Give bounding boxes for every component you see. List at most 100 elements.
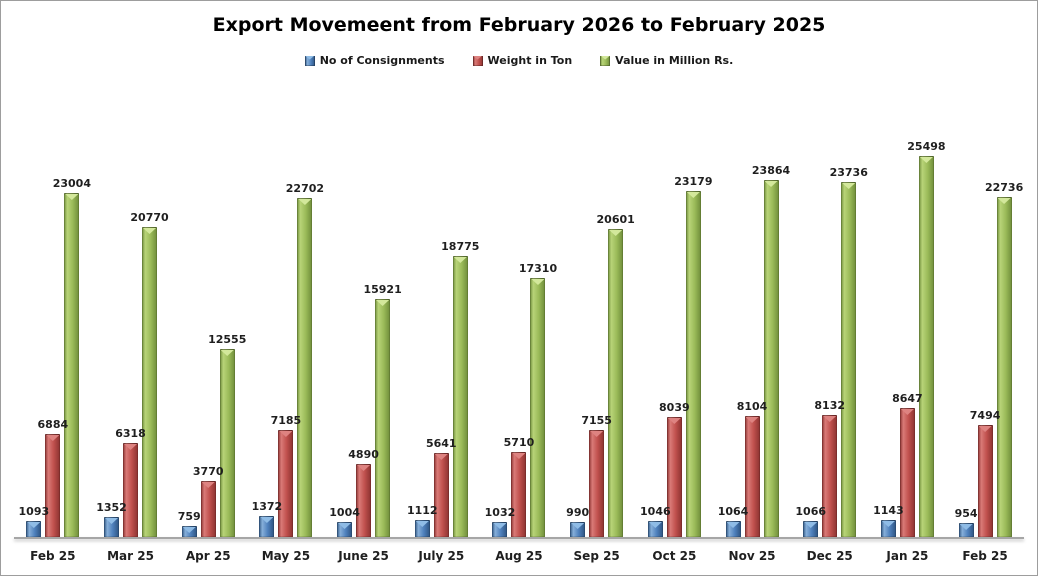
- bar: [685, 191, 701, 537]
- legend-item: No of Consignments: [304, 54, 445, 67]
- bar: [977, 425, 993, 537]
- bar-value-label: 23004: [52, 177, 91, 191]
- bar-wrap: 1352: [96, 501, 127, 537]
- bar: [259, 516, 275, 537]
- bar-wrap: 22702: [286, 182, 324, 537]
- bar-value-label: 1143: [873, 504, 904, 518]
- bar-group: 1004 4890 15921: [325, 154, 403, 537]
- x-axis-label: Jan 25: [886, 549, 929, 563]
- bar-value-label: 23864: [751, 164, 791, 178]
- bar-group: 759 3770 12555: [169, 154, 247, 537]
- legend-item: Value in Million Rs.: [600, 54, 733, 67]
- bar-value-label: 1066: [795, 505, 827, 519]
- x-axis-label: Dec 25: [806, 549, 853, 563]
- bar: [45, 434, 61, 537]
- bar-wrap: 23736: [830, 166, 868, 537]
- bar-value-label: 17310: [518, 262, 558, 276]
- bar-value-label: 6884: [37, 418, 69, 432]
- legend-label: Weight in Ton: [487, 54, 573, 67]
- bar-group: 1143 8647 25498: [869, 140, 947, 537]
- x-axis-label: July 25: [418, 549, 465, 563]
- x-axis-label: Sep 25: [573, 549, 620, 563]
- bar-wrap: 20601: [597, 213, 635, 537]
- bar-value-label: 954: [954, 507, 978, 521]
- bar: [356, 464, 372, 537]
- bar-value-label: 1372: [251, 500, 283, 514]
- bar-group: 1372 7185 22702: [247, 154, 325, 537]
- bar-value-label: 1112: [406, 504, 438, 518]
- bar: [530, 278, 546, 537]
- bar-wrap: 954: [955, 507, 978, 537]
- bar-wrap: 18775: [441, 240, 479, 537]
- bar-group: 1046 8039 23179: [636, 154, 714, 537]
- x-axis-label: June 25: [338, 549, 389, 563]
- bar-wrap: 759: [178, 510, 201, 537]
- bar-wrap: 1143: [873, 504, 904, 537]
- bar-value-label: 23736: [829, 166, 868, 180]
- bar: [297, 198, 313, 537]
- bar-group: 1032 5710 17310: [480, 154, 558, 537]
- bar: [996, 197, 1012, 537]
- bar: [511, 452, 527, 537]
- chart-legend: No of Consignments Weight in Ton Value in …: [1, 54, 1037, 67]
- x-axis-label: Apr 25: [185, 549, 231, 563]
- bar-value-label: 7155: [581, 414, 612, 428]
- bar: [725, 521, 741, 537]
- bar-wrap: 20770: [130, 211, 169, 537]
- bar-value-label: 1064: [717, 505, 749, 519]
- bar-value-label: 1004: [329, 506, 360, 520]
- bar: [918, 156, 934, 537]
- bar-value-label: 23179: [674, 175, 713, 189]
- bar: [647, 521, 663, 537]
- bar-value-label: 25498: [907, 140, 946, 154]
- bar-group: 1112 5641 18775: [402, 154, 480, 537]
- bar-wrap: 8132: [814, 399, 845, 537]
- bar-value-label: 4890: [348, 448, 379, 462]
- bar-value-label: 22736: [984, 181, 1024, 195]
- bar: [492, 522, 508, 537]
- chart-title: Export Movemeent from February 2026 to F…: [212, 14, 826, 36]
- bar: [822, 415, 838, 537]
- bar-value-label: 759: [177, 510, 201, 524]
- bar-wrap: 5710: [504, 436, 534, 537]
- x-axis-label: Oct 25: [652, 549, 697, 563]
- bar-wrap: 1112: [407, 504, 438, 537]
- bar: [64, 193, 80, 537]
- legend-swatch-icon: [600, 55, 611, 66]
- x-axis-label: Feb 25: [962, 549, 1008, 563]
- bar-group: 1066 8132 23736: [791, 154, 869, 537]
- bar-wrap: 8647: [892, 392, 923, 537]
- bar-wrap: 7494: [970, 409, 1000, 537]
- plot-area: 1093 6884 23004 1352 6318 20770 759 3770 12555 13…: [14, 140, 1024, 537]
- bar-value-label: 12555: [208, 333, 247, 347]
- bar-value-label: 8132: [814, 399, 846, 413]
- bar-group: 1093 6884 23004: [14, 154, 92, 537]
- bar-value-label: 6318: [115, 427, 146, 441]
- bar-value-label: 5641: [425, 437, 457, 451]
- bar-wrap: 4890: [348, 448, 379, 537]
- x-axis-label: Mar 25: [107, 549, 154, 563]
- bar-value-label: 990: [566, 506, 590, 520]
- bar-wrap: 8104: [737, 400, 767, 537]
- bar-group: 1064 8104 23864: [713, 154, 791, 537]
- bar-value-label: 22702: [285, 182, 325, 196]
- bar-wrap: 25498: [907, 140, 946, 537]
- bar: [278, 430, 294, 537]
- bar-wrap: 8039: [659, 401, 690, 537]
- bar-wrap: 15921: [363, 283, 402, 537]
- bar-wrap: 17310: [519, 262, 557, 537]
- bar: [666, 417, 682, 537]
- bar-value-label: 18775: [441, 240, 480, 254]
- bar-value-label: 7185: [270, 414, 302, 428]
- bar: [414, 520, 430, 537]
- bar-wrap: 23864: [752, 164, 790, 537]
- bar-wrap: 1004: [329, 506, 360, 537]
- bar-value-label: 5710: [503, 436, 535, 450]
- x-axis-label: May 25: [261, 549, 311, 563]
- bar-group: 954 7494 22736: [946, 154, 1024, 537]
- x-axis-label: Feb 25: [30, 549, 76, 563]
- bar: [763, 180, 779, 537]
- bar: [744, 416, 760, 537]
- bar-value-label: 1046: [640, 505, 671, 519]
